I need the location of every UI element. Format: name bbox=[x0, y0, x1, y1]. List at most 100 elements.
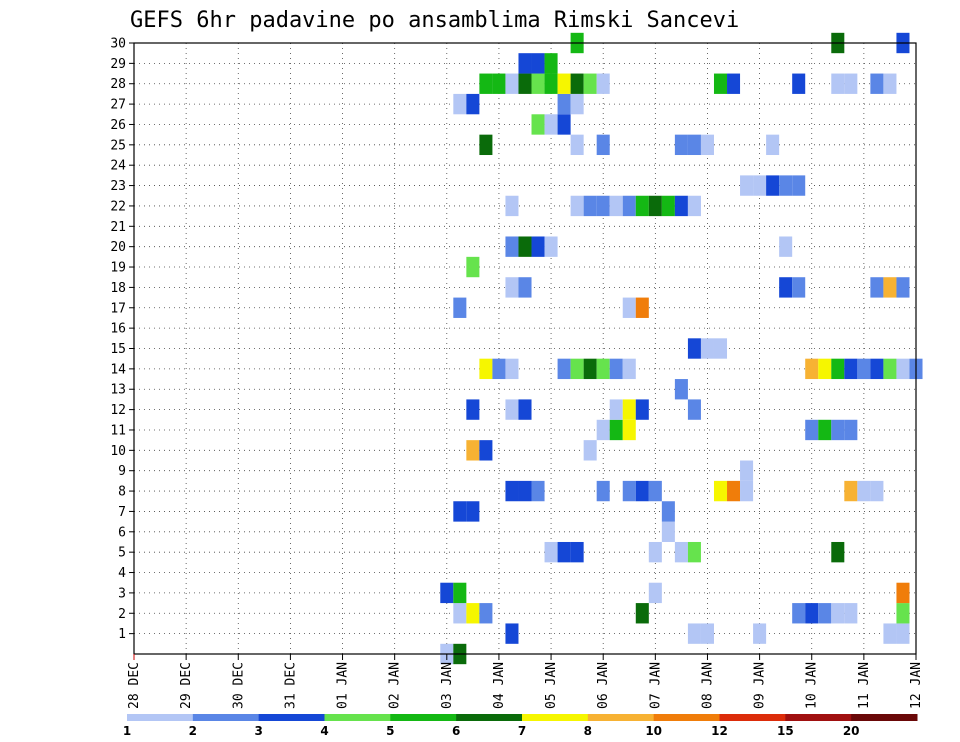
legend-label: 10 bbox=[645, 724, 662, 738]
heatmap-cell bbox=[557, 114, 571, 135]
heatmap-cell bbox=[531, 236, 545, 257]
heatmap-cell bbox=[883, 73, 897, 94]
heatmap-cell bbox=[792, 603, 806, 624]
heatmap-cell bbox=[805, 419, 819, 441]
heatmap-cell bbox=[831, 419, 845, 441]
y-tick-label: 7 bbox=[118, 505, 126, 520]
legend-swatch bbox=[258, 714, 325, 721]
heatmap-cell bbox=[648, 195, 662, 217]
y-tick-label: 4 bbox=[118, 566, 126, 581]
heatmap-cell bbox=[466, 93, 480, 115]
heatmap-cell bbox=[648, 480, 662, 502]
y-tick-label: 26 bbox=[110, 118, 126, 133]
x-axis-ticks: 28 DEC 29 DEC 30 DEC 31 DEC 01 JAN 02 JAN 03 J… bbox=[127, 654, 924, 709]
heatmap-cell bbox=[596, 134, 610, 156]
legend-label: 7 bbox=[518, 724, 526, 738]
heatmap-cell bbox=[635, 603, 649, 624]
heatmap-cell bbox=[831, 541, 845, 563]
heatmap-cell bbox=[740, 480, 754, 502]
heatmap-cell bbox=[661, 501, 675, 522]
legend-swatch bbox=[192, 714, 260, 721]
heatmap-cell bbox=[596, 419, 610, 441]
heatmap-cell bbox=[700, 134, 714, 156]
x-tick-label: 29 DEC bbox=[179, 662, 194, 709]
heatmap-cell bbox=[766, 175, 780, 196]
x-tick-label: 03 JAN bbox=[440, 662, 455, 709]
heatmap-cell bbox=[622, 297, 636, 318]
heatmap-cell bbox=[870, 358, 884, 380]
heatmap-cell bbox=[870, 480, 884, 502]
x-tick-label: 06 JAN bbox=[596, 662, 611, 709]
y-tick-label: 1 bbox=[118, 627, 126, 642]
heatmap-cell bbox=[713, 338, 728, 359]
x-tick-label: 10 JAN bbox=[805, 662, 820, 709]
heatmap-cell bbox=[466, 440, 480, 461]
legend-label: 6 bbox=[452, 724, 460, 738]
y-tick-label: 28 bbox=[110, 77, 126, 92]
legend-swatch bbox=[390, 714, 457, 721]
heatmap-cell bbox=[844, 358, 858, 380]
heatmap-cell bbox=[531, 114, 545, 135]
y-tick-label: 18 bbox=[110, 281, 126, 296]
legend-swatch bbox=[785, 714, 852, 721]
heatmap-cell bbox=[453, 501, 467, 522]
heatmap-cell bbox=[609, 358, 623, 380]
legend-label: 20 bbox=[843, 724, 860, 738]
heatmap-cell bbox=[753, 623, 767, 644]
heatmap-cell bbox=[466, 603, 480, 624]
heatmap-cell bbox=[570, 541, 584, 563]
x-tick-label: 11 JAN bbox=[857, 662, 872, 709]
heatmap-cell bbox=[505, 73, 519, 94]
y-axis-ticks: 1234567891011121314151617181920212223242… bbox=[110, 37, 134, 642]
heatmap-cell bbox=[466, 256, 480, 278]
y-tick-label: 19 bbox=[110, 261, 126, 276]
legend-label: 1 bbox=[123, 724, 131, 738]
y-tick-label: 15 bbox=[110, 342, 126, 357]
heatmap-cell bbox=[583, 358, 597, 380]
heatmap-cell bbox=[466, 399, 480, 420]
heatmap-cell bbox=[596, 480, 610, 502]
heatmap-cell bbox=[831, 358, 845, 380]
heatmap-cell bbox=[570, 195, 584, 217]
y-tick-label: 6 bbox=[118, 525, 126, 540]
heatmap-cell bbox=[779, 175, 793, 196]
legend-swatch bbox=[719, 714, 786, 721]
heatmap-cell bbox=[883, 277, 897, 298]
heatmap-cell bbox=[583, 73, 597, 94]
heatmap-cell bbox=[844, 419, 858, 441]
y-tick-label: 23 bbox=[110, 179, 126, 194]
heatmap-cell bbox=[505, 277, 519, 298]
heatmap-cell bbox=[818, 603, 832, 624]
heatmap-cell bbox=[557, 358, 571, 380]
heatmap-cell bbox=[687, 338, 701, 359]
heatmap-cell bbox=[896, 358, 910, 380]
legend-swatch bbox=[127, 714, 194, 721]
x-tick-label: 04 JAN bbox=[492, 662, 507, 709]
heatmap-cell bbox=[727, 73, 741, 94]
heatmap-cell bbox=[818, 358, 832, 380]
y-tick-label: 16 bbox=[110, 322, 126, 337]
heatmap-cell bbox=[635, 195, 649, 217]
y-tick-label: 10 bbox=[110, 444, 126, 459]
heatmap-cell bbox=[453, 297, 467, 318]
heatmap-cell bbox=[896, 582, 910, 604]
heatmap-cell bbox=[713, 480, 728, 502]
heatmap-cell bbox=[505, 195, 519, 217]
y-tick-label: 25 bbox=[110, 138, 126, 153]
heatmap-cell bbox=[492, 73, 506, 94]
heatmap-cell bbox=[648, 541, 662, 563]
heatmap-cell bbox=[479, 603, 493, 624]
legend-swatch bbox=[587, 714, 655, 721]
heatmap-cell bbox=[857, 480, 871, 502]
heatmap-cell bbox=[479, 358, 493, 380]
y-tick-label: 27 bbox=[110, 98, 126, 113]
heatmap-cell bbox=[544, 73, 558, 94]
heatmap-cell bbox=[687, 195, 701, 217]
legend-swatch bbox=[324, 714, 391, 721]
heatmap-cell bbox=[505, 358, 519, 380]
heatmap-cell bbox=[792, 175, 806, 196]
heatmap-cell bbox=[505, 480, 519, 502]
heatmap-cell bbox=[870, 73, 884, 94]
heatmap-cell bbox=[609, 419, 623, 441]
heatmap-cell bbox=[518, 277, 532, 298]
